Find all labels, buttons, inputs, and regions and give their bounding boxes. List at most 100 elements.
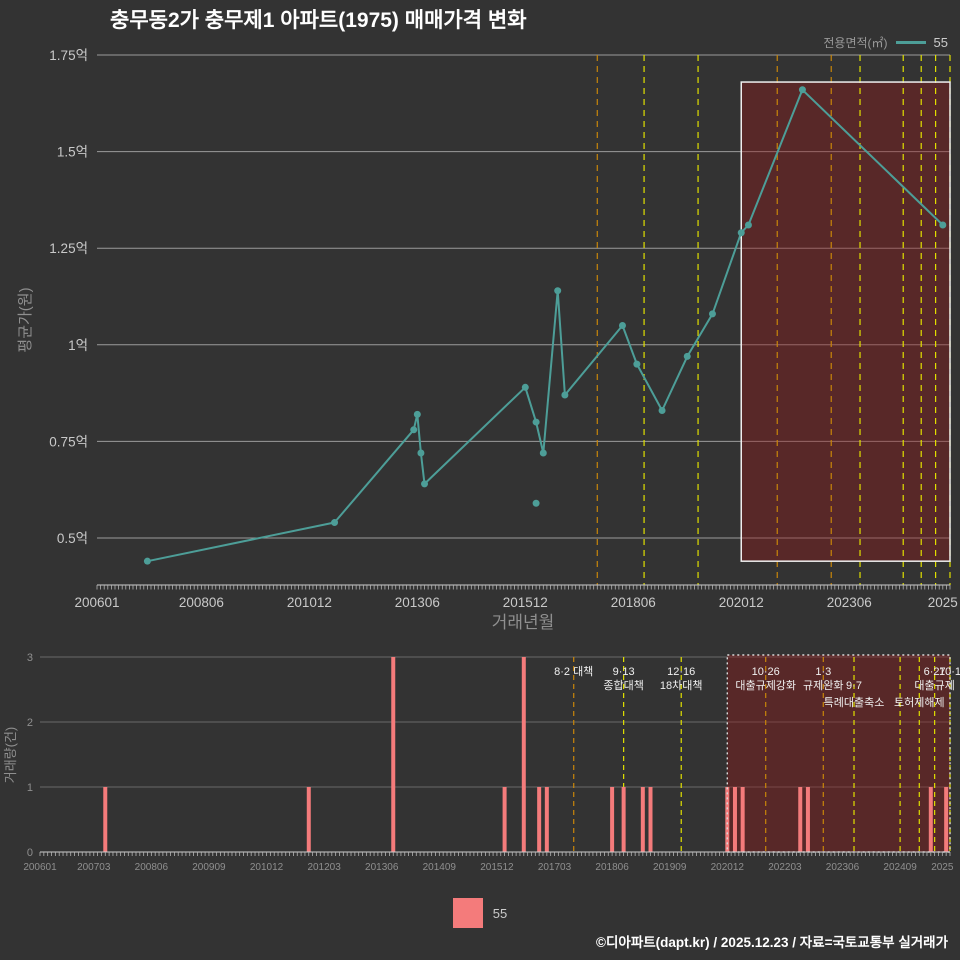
price-point[interactable] <box>708 310 716 318</box>
volume-x-tick-label: 201409 <box>423 862 457 873</box>
price-point[interactable] <box>413 410 421 418</box>
price-outlier-point[interactable] <box>532 499 540 507</box>
price-point[interactable] <box>798 86 806 94</box>
price-y-tick-label: 0.5억 <box>57 531 88 546</box>
price-y-tick-label: 1.5억 <box>57 145 88 160</box>
volume-bar[interactable] <box>640 787 645 852</box>
volume-x-tick-label: 200806 <box>135 862 169 873</box>
policy-annotation: 규제완화 <box>803 679 843 692</box>
price-x-tick-label: 2025 <box>928 595 958 610</box>
price-point[interactable] <box>532 418 540 426</box>
volume-bar[interactable] <box>502 787 507 852</box>
volume-bar[interactable] <box>521 657 526 852</box>
volume-bar[interactable] <box>928 787 933 852</box>
price-point[interactable] <box>633 360 641 368</box>
policy-annotation: 18차대책 <box>660 679 703 692</box>
price-point[interactable] <box>737 229 745 237</box>
price-x-tick-label: 202012 <box>719 595 764 610</box>
legend: 전용면적(㎡) 55 <box>823 34 948 51</box>
volume-x-tick-label: 202409 <box>883 862 917 873</box>
volume-x-tick-label: 202306 <box>826 862 860 873</box>
volume-y-tick-label: 1 <box>27 782 33 794</box>
price-y-tick-label: 1.25억 <box>49 241 88 256</box>
price-line <box>147 88 944 563</box>
volume-x-tick-label: 201909 <box>653 862 687 873</box>
policy-annotation: 1·3 <box>815 666 831 678</box>
volume-x-tick-label: 202203 <box>768 862 802 873</box>
volume-legend: 55 <box>0 898 960 928</box>
price-point[interactable] <box>521 383 529 391</box>
volume-bar[interactable] <box>944 787 949 852</box>
volume-bar[interactable] <box>610 787 615 852</box>
policy-annotation: 10·26 <box>752 666 780 678</box>
price-point[interactable] <box>658 406 666 414</box>
volume-y-tick-label: 3 <box>27 652 33 664</box>
volume-bar[interactable] <box>648 787 653 852</box>
price-point[interactable] <box>417 449 425 457</box>
volume-bar[interactable] <box>798 787 803 852</box>
policy-annotation: 토허제해제 <box>894 695 945 709</box>
policy-annotation: 특례대출축소 <box>824 696 885 709</box>
volume-x-tick-label: 200909 <box>192 862 226 873</box>
policy-annotation: 종합대책 <box>603 679 643 692</box>
price-point[interactable] <box>421 480 429 488</box>
price-chart: 0.5억 0.75억 1억 1.25억 1.5억 1.75억 200601 200806 201… <box>17 48 958 632</box>
source-credit: ©디아파트(dapt.kr) / 2025.12.23 / 자료=국토교통부 실… <box>596 935 948 950</box>
highlight-region-border <box>740 81 951 562</box>
volume-bar[interactable] <box>621 787 626 852</box>
volume-bar[interactable] <box>306 787 311 852</box>
volume-bar[interactable] <box>725 787 730 852</box>
policy-annotation: 대출규제 <box>914 679 954 692</box>
volume-x-tick-label: 202012 <box>711 862 745 873</box>
price-point[interactable] <box>618 321 626 329</box>
volume-bar[interactable] <box>391 657 396 852</box>
price-x-tick-label: 200601 <box>74 595 119 610</box>
volume-x-tick-label: 2025 <box>931 862 954 873</box>
price-y-tick-label: 1억 <box>68 338 88 353</box>
volume-bar[interactable] <box>732 787 737 852</box>
price-point[interactable] <box>561 391 569 399</box>
volume-bar[interactable] <box>740 787 745 852</box>
volume-legend-swatch <box>452 898 483 928</box>
volume-bar[interactable] <box>103 787 108 852</box>
price-y-tick-label: 0.75억 <box>49 434 88 449</box>
price-point[interactable] <box>554 287 562 295</box>
volume-chart: 0 1 2 3 200601 200703 200806 200909 201012 201203… <box>3 652 960 873</box>
volume-x-tick-label: 201306 <box>365 862 399 873</box>
price-point[interactable] <box>744 221 752 229</box>
volume-y-tick-label: 0 <box>27 847 33 859</box>
legend-area-label: 전용면적(㎡) <box>823 36 888 50</box>
volume-bar[interactable] <box>805 787 810 852</box>
policy-annotation: 8·2 대책 <box>554 665 593 678</box>
price-point[interactable] <box>410 426 418 434</box>
volume-x-tick-label: 201703 <box>538 862 572 873</box>
policy-annotation: 9·13 <box>613 666 635 678</box>
price-x-tick-label: 201012 <box>287 595 332 610</box>
price-point[interactable] <box>539 449 547 457</box>
price-point[interactable] <box>683 352 691 360</box>
page-title: 충무동2가 충무제1 아파트(1975) 매매가격 변화 <box>110 9 527 32</box>
volume-legend-label: 55 <box>492 905 508 921</box>
volume-x-tick-label: 200703 <box>77 862 111 873</box>
policy-annotation: 대출규제강화 <box>735 679 796 692</box>
price-x-tick-label: 201306 <box>395 595 440 610</box>
volume-bar[interactable] <box>537 787 542 852</box>
price-point[interactable] <box>939 221 947 229</box>
legend-line-swatch <box>895 41 926 44</box>
policy-annotation: 10·1 <box>939 666 960 678</box>
volume-x-tick-label: 201012 <box>250 862 284 873</box>
highlight-region-fill <box>741 82 950 562</box>
price-point[interactable] <box>143 557 151 565</box>
price-point[interactable] <box>331 519 339 527</box>
policy-annotation: 6·27 <box>924 666 946 678</box>
price-x-axis-title: 거래년월 <box>492 613 555 632</box>
volume-x-tick-label: 201512 <box>480 862 514 873</box>
price-x-tick-label: 201806 <box>611 595 656 610</box>
volume-bar[interactable] <box>544 787 549 852</box>
legend-series-label: 55 <box>933 35 948 50</box>
volume-x-tick-label: 200601 <box>23 862 57 873</box>
volume-y-axis-title: 거래량(건) <box>3 727 18 784</box>
volume-y-tick-label: 2 <box>27 717 33 729</box>
policy-annotation: 12·16 <box>667 666 695 678</box>
